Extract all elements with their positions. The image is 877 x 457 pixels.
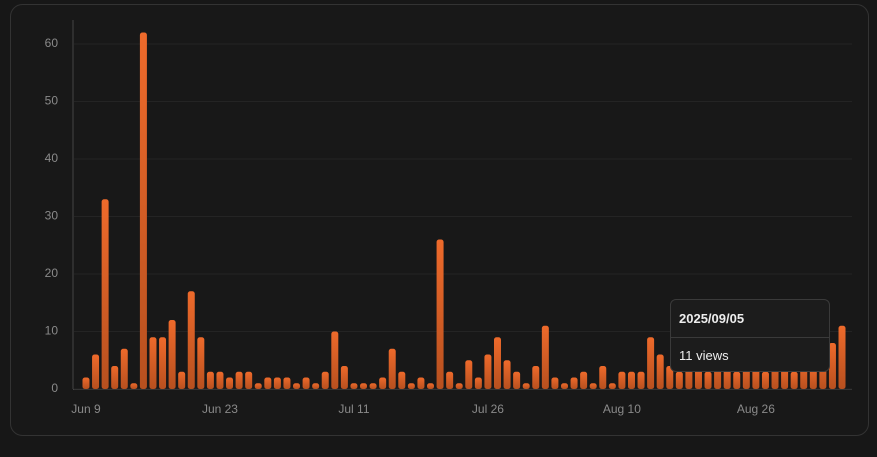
bar [790,371,798,389]
bar [599,366,607,389]
bar [570,377,578,389]
bar [139,32,147,389]
bar [427,383,435,389]
bar [360,383,368,389]
bar [235,371,243,389]
bar [226,377,234,389]
y-tick-label: 40 [45,151,59,165]
bar [618,371,626,389]
bar [627,371,635,389]
bar [560,383,568,389]
bar [101,199,109,389]
bar [828,343,836,389]
bar [388,348,396,389]
y-tick-label: 60 [45,36,59,50]
x-tick-label: Jul 11 [338,402,369,416]
bar [216,371,224,389]
bar [532,366,540,389]
bar [111,366,119,389]
bar [493,337,501,389]
x-tick-label: Jul 26 [472,402,504,416]
bar [417,377,425,389]
bar [704,371,712,389]
bar [398,371,406,389]
bar [321,371,329,389]
bar [187,291,195,389]
bar [369,383,377,389]
bar [379,377,387,389]
bar [522,383,530,389]
bar [656,354,664,389]
bar [350,383,358,389]
bar [675,371,683,389]
bar [647,337,655,389]
y-tick-label: 50 [45,94,59,108]
bar [733,371,741,389]
y-tick-label: 0 [51,381,58,395]
bar [541,325,549,389]
bar [503,360,511,389]
bar [120,348,128,389]
tooltip-text: 11 views [679,348,729,363]
bar [273,377,281,389]
y-tick-label: 20 [45,266,59,280]
bar [551,377,559,389]
x-tick-label: Jun 23 [202,402,238,416]
bar [340,366,348,389]
bar [666,366,674,389]
bar [159,337,167,389]
bar [264,377,272,389]
x-tick-label: Aug 10 [603,402,641,416]
bar [312,383,320,389]
bar [637,371,645,389]
y-tick-label: 30 [45,209,59,223]
bar [149,337,157,389]
tooltip: 2025/09/05 11 views [670,299,830,372]
bar [293,383,301,389]
bar [465,360,473,389]
bar [484,354,492,389]
bar [838,325,846,389]
bar [455,383,463,389]
bar [580,371,588,389]
x-tick-label: Jun 9 [71,402,101,416]
bar [283,377,291,389]
bar [302,377,310,389]
bar [446,371,454,389]
bar [130,383,138,389]
bar [761,371,769,389]
bar [513,371,521,389]
bar [331,331,339,389]
bar [178,371,186,389]
bar [168,320,176,389]
y-tick-label: 10 [45,324,59,338]
bar [82,377,90,389]
tooltip-title: 2025/09/05 [671,300,829,338]
bar [206,371,214,389]
bar [407,383,415,389]
card [10,4,869,436]
bar [197,337,205,389]
bar [254,383,262,389]
bar [92,354,100,389]
bar [436,239,444,389]
bar [245,371,253,389]
x-tick-label: Aug 26 [737,402,775,416]
bar [589,383,597,389]
bar [608,383,616,389]
bar [474,377,482,389]
